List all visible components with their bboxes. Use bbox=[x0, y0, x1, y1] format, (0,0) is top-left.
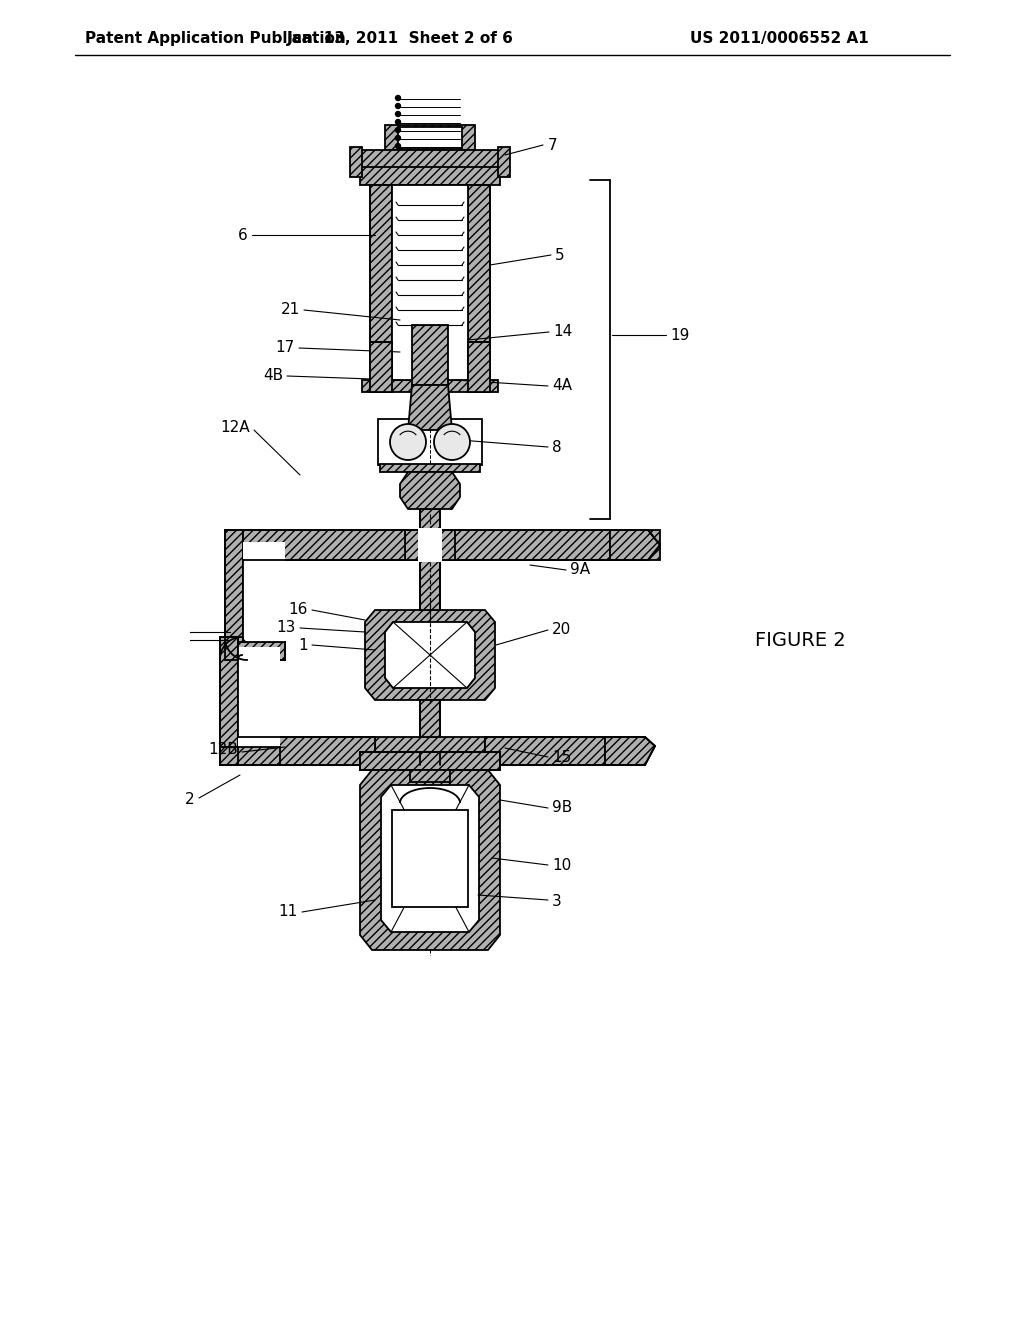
Bar bbox=[220, 638, 238, 766]
Bar bbox=[362, 380, 498, 392]
Bar bbox=[420, 752, 440, 766]
Circle shape bbox=[395, 136, 400, 140]
Bar bbox=[370, 342, 392, 392]
Polygon shape bbox=[605, 737, 655, 766]
Text: 16: 16 bbox=[289, 602, 308, 618]
Bar bbox=[378, 418, 482, 465]
Bar bbox=[243, 531, 406, 560]
Bar bbox=[420, 700, 440, 737]
Bar bbox=[468, 185, 490, 380]
Text: 12B: 12B bbox=[208, 742, 238, 758]
Bar bbox=[468, 342, 490, 392]
Text: 7: 7 bbox=[548, 137, 558, 153]
Bar bbox=[360, 168, 500, 185]
Bar bbox=[230, 560, 248, 649]
Bar bbox=[355, 150, 505, 170]
Bar bbox=[420, 560, 440, 610]
Bar bbox=[485, 737, 605, 766]
Text: 19: 19 bbox=[670, 327, 689, 342]
Text: 17: 17 bbox=[275, 341, 295, 355]
Bar bbox=[412, 325, 449, 385]
Circle shape bbox=[395, 111, 400, 116]
Bar bbox=[406, 531, 455, 560]
Bar bbox=[220, 747, 280, 766]
Text: 2: 2 bbox=[185, 792, 195, 808]
Circle shape bbox=[395, 144, 400, 149]
Bar bbox=[398, 127, 462, 148]
Text: 3: 3 bbox=[552, 895, 562, 909]
Text: 5: 5 bbox=[555, 248, 564, 263]
Bar bbox=[225, 642, 285, 660]
Bar bbox=[243, 543, 285, 642]
Bar bbox=[370, 185, 392, 380]
Bar bbox=[350, 147, 362, 177]
Circle shape bbox=[434, 424, 470, 459]
Bar bbox=[238, 737, 375, 766]
Bar bbox=[410, 770, 450, 781]
Bar bbox=[385, 125, 475, 150]
Text: 6: 6 bbox=[239, 227, 248, 243]
Polygon shape bbox=[610, 531, 660, 560]
Bar bbox=[420, 510, 440, 560]
Bar bbox=[240, 737, 375, 766]
Text: Patent Application Publication: Patent Application Publication bbox=[85, 30, 346, 45]
Text: 4A: 4A bbox=[552, 379, 572, 393]
Text: Jan. 13, 2011  Sheet 2 of 6: Jan. 13, 2011 Sheet 2 of 6 bbox=[287, 30, 513, 45]
Polygon shape bbox=[400, 473, 460, 510]
Text: 20: 20 bbox=[552, 623, 571, 638]
Bar bbox=[498, 147, 510, 177]
Text: US 2011/0006552 A1: US 2011/0006552 A1 bbox=[690, 30, 868, 45]
Circle shape bbox=[395, 120, 400, 124]
Text: 9B: 9B bbox=[552, 800, 572, 816]
Bar bbox=[418, 528, 442, 562]
Bar bbox=[392, 185, 468, 380]
Bar bbox=[380, 465, 480, 473]
Polygon shape bbox=[408, 385, 452, 430]
Text: 4B: 4B bbox=[263, 368, 283, 384]
Bar bbox=[455, 531, 630, 560]
Text: 14: 14 bbox=[553, 325, 572, 339]
Bar bbox=[230, 531, 406, 560]
Circle shape bbox=[395, 95, 400, 100]
Text: 1: 1 bbox=[298, 638, 308, 652]
Bar bbox=[225, 531, 243, 660]
Text: 11: 11 bbox=[279, 904, 298, 920]
Text: FIGURE 2: FIGURE 2 bbox=[755, 631, 846, 649]
Bar bbox=[370, 185, 490, 380]
Text: 10: 10 bbox=[552, 858, 571, 873]
Text: 15: 15 bbox=[552, 750, 571, 764]
Text: 8: 8 bbox=[552, 440, 561, 454]
Bar bbox=[375, 737, 485, 766]
Bar bbox=[610, 531, 660, 560]
Circle shape bbox=[390, 424, 426, 459]
Polygon shape bbox=[360, 770, 500, 950]
Polygon shape bbox=[381, 785, 479, 932]
Text: 21: 21 bbox=[281, 302, 300, 318]
Text: 9A: 9A bbox=[570, 562, 590, 578]
Bar bbox=[238, 647, 280, 747]
Bar bbox=[392, 810, 468, 907]
Polygon shape bbox=[365, 610, 495, 700]
Bar bbox=[245, 531, 630, 560]
Text: 13: 13 bbox=[276, 620, 296, 635]
Text: 12A: 12A bbox=[220, 420, 250, 434]
Polygon shape bbox=[385, 622, 475, 688]
Circle shape bbox=[395, 103, 400, 108]
Bar bbox=[360, 752, 500, 770]
Circle shape bbox=[395, 128, 400, 132]
